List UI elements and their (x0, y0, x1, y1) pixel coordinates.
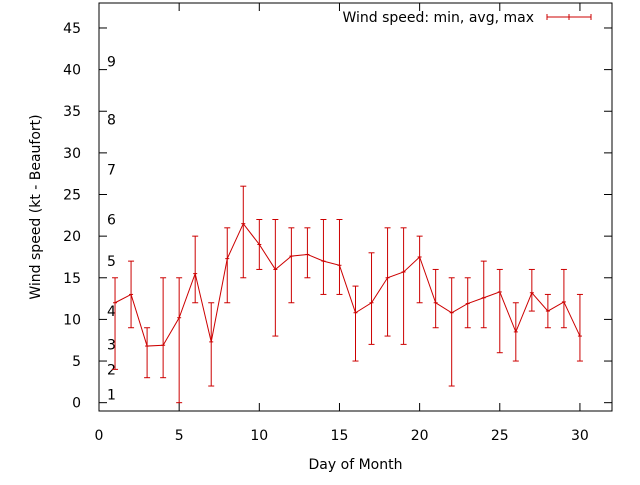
series-line (114, 222, 581, 347)
beaufort-label: 8 (107, 113, 116, 129)
y-tick-label: 45 (63, 21, 81, 37)
x-axis-label: Day of Month (309, 457, 403, 473)
x-tick-label: 30 (571, 428, 589, 444)
beaufort-label: 9 (107, 54, 116, 70)
x-tick-label: 25 (491, 428, 509, 444)
legend-label: Wind speed: min, avg, max (342, 10, 534, 26)
beaufort-label: 4 (107, 304, 116, 320)
y-tick-label: 15 (63, 271, 81, 287)
beaufort-label: 5 (107, 254, 116, 270)
beaufort-label: 7 (107, 163, 116, 179)
x-tick-label: 0 (95, 428, 104, 444)
plot-frame (98, 2, 613, 412)
x-tick-label: 5 (175, 428, 184, 444)
x-tick-label: 20 (411, 428, 429, 444)
y-tick-label: 5 (72, 354, 81, 370)
beaufort-label: 3 (107, 337, 116, 353)
y-tick-label: 20 (63, 229, 81, 245)
y-tick-label: 40 (63, 63, 81, 79)
beaufort-label: 6 (107, 212, 116, 228)
x-tick-label: 15 (331, 428, 349, 444)
beaufort-labels: 1 2 3 4 5 6 7 8 9 (107, 54, 116, 403)
y-tick-label: 25 (63, 188, 81, 204)
y-tick-label: 0 (72, 396, 81, 412)
y-tick-label: 35 (63, 104, 81, 120)
legend: Wind speed: min, avg, max (342, 10, 592, 26)
y-tick-label: 30 (63, 146, 81, 162)
y-axis-label: Wind speed (kt - Beaufort) (28, 114, 44, 299)
series-layer (112, 185, 583, 404)
x-tick-label: 10 (250, 428, 268, 444)
beaufort-label: 2 (107, 362, 116, 378)
y-tick-label: 10 (63, 312, 81, 328)
beaufort-label: 1 (107, 387, 116, 403)
